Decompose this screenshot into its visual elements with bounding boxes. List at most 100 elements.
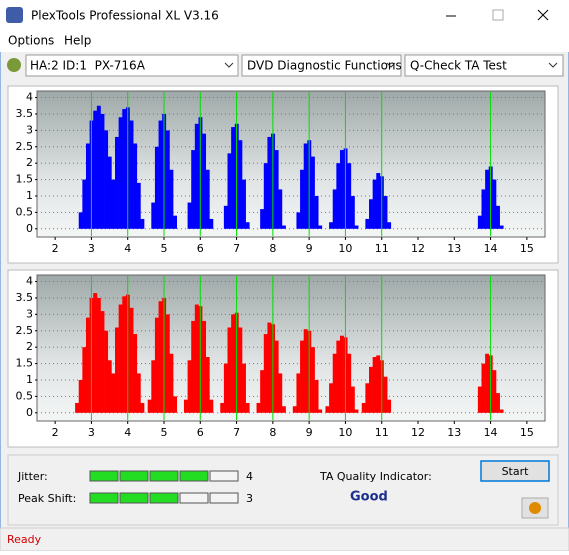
x-tick-label: 9 — [306, 426, 313, 439]
bar — [481, 363, 486, 413]
bar — [96, 105, 101, 229]
title-bar — [0, 0, 569, 30]
bar — [245, 402, 250, 413]
drive-label: HA:2 ID:1 PX-716A — [30, 59, 146, 73]
jitter-value: 4 — [246, 470, 253, 483]
bar — [209, 218, 214, 229]
app-icon — [6, 7, 23, 23]
bar — [223, 363, 228, 413]
bar — [140, 218, 145, 229]
ta-quality-label: TA Quality Indicator: — [319, 470, 432, 483]
bar — [173, 396, 177, 413]
x-tick-label: 5 — [161, 426, 168, 439]
meter-segment-on — [149, 470, 179, 482]
y-tick-label: 3 — [26, 123, 33, 136]
start-button[interactable] — [480, 460, 550, 482]
bar — [93, 293, 98, 413]
maximize-button[interactable] — [492, 9, 504, 21]
bar — [75, 402, 80, 413]
bar — [122, 109, 127, 229]
bar — [383, 376, 388, 413]
x-tick-label: 8 — [269, 426, 276, 439]
bar — [151, 202, 156, 229]
bar — [278, 189, 283, 229]
bar — [274, 150, 279, 229]
x-tick-label: 14 — [484, 242, 498, 255]
bar — [107, 156, 112, 229]
meter-segment-on — [89, 492, 119, 504]
x-tick-label: 2 — [52, 242, 59, 255]
bar — [372, 179, 377, 229]
bar — [107, 360, 112, 413]
status-bar — [0, 527, 569, 552]
bar — [296, 212, 301, 229]
info-icon — [529, 502, 541, 514]
bar — [318, 409, 323, 413]
menu-item[interactable]: Options — [8, 34, 54, 48]
y-tick-label: 2 — [26, 340, 33, 353]
meter-segment-on — [149, 492, 179, 504]
bar — [336, 163, 341, 229]
y-tick-label: 3.5 — [16, 291, 34, 304]
bar — [220, 402, 225, 413]
meters — [89, 470, 239, 504]
bar — [140, 402, 145, 413]
x-tick-label: 3 — [88, 426, 95, 439]
bar — [492, 179, 497, 229]
bar — [281, 406, 286, 413]
ta-quality-value: Good — [350, 490, 388, 505]
x-tick-label: 15 — [520, 426, 534, 439]
function-select[interactable] — [241, 54, 402, 77]
bar — [267, 136, 272, 229]
x-tick-label: 3 — [88, 242, 95, 255]
bar — [187, 202, 192, 229]
x-tick-label: 11 — [375, 426, 389, 439]
bar — [369, 366, 373, 413]
bar — [165, 130, 170, 229]
bar — [85, 143, 90, 229]
y-tick-label: 0 — [26, 222, 33, 235]
x-tick-label: 10 — [338, 426, 352, 439]
x-tick-label: 15 — [520, 242, 534, 255]
bar — [496, 393, 500, 413]
menu-item[interactable]: Help — [64, 34, 91, 48]
test-label: Q-Check TA Test — [410, 59, 507, 73]
x-tick-label: 10 — [338, 242, 352, 255]
bar — [227, 327, 232, 413]
bar — [387, 222, 392, 229]
bar — [242, 179, 246, 229]
bar — [332, 189, 337, 229]
bar — [165, 314, 170, 413]
bar — [154, 146, 159, 229]
dropdown-arrow — [548, 62, 558, 68]
bar — [154, 317, 159, 413]
dropdown-arrow — [224, 62, 234, 68]
x-tick-label: 11 — [375, 242, 389, 255]
bar — [329, 222, 334, 229]
x-tick-label: 7 — [233, 242, 240, 255]
bar — [492, 370, 497, 413]
bar — [281, 225, 286, 229]
results-panel — [7, 454, 559, 526]
y-tick-label: 2.5 — [16, 140, 34, 153]
bar — [202, 133, 207, 229]
bar — [372, 357, 377, 413]
x-tick-label: 4 — [124, 242, 131, 255]
bar — [292, 406, 297, 413]
bar — [300, 340, 304, 413]
bar — [122, 296, 127, 413]
y-tick-label: 1.5 — [16, 357, 34, 370]
y-tick-label: 0.5 — [16, 389, 34, 402]
bar — [310, 347, 315, 413]
bar — [231, 314, 236, 413]
bar — [85, 317, 90, 413]
y-tick-label: 4 — [26, 275, 33, 288]
bar — [350, 386, 355, 413]
bar — [339, 150, 344, 229]
bar — [136, 182, 141, 229]
test-select[interactable] — [404, 54, 564, 77]
bar — [133, 143, 138, 229]
close-button[interactable] — [537, 9, 549, 21]
drive-select[interactable] — [25, 54, 239, 77]
